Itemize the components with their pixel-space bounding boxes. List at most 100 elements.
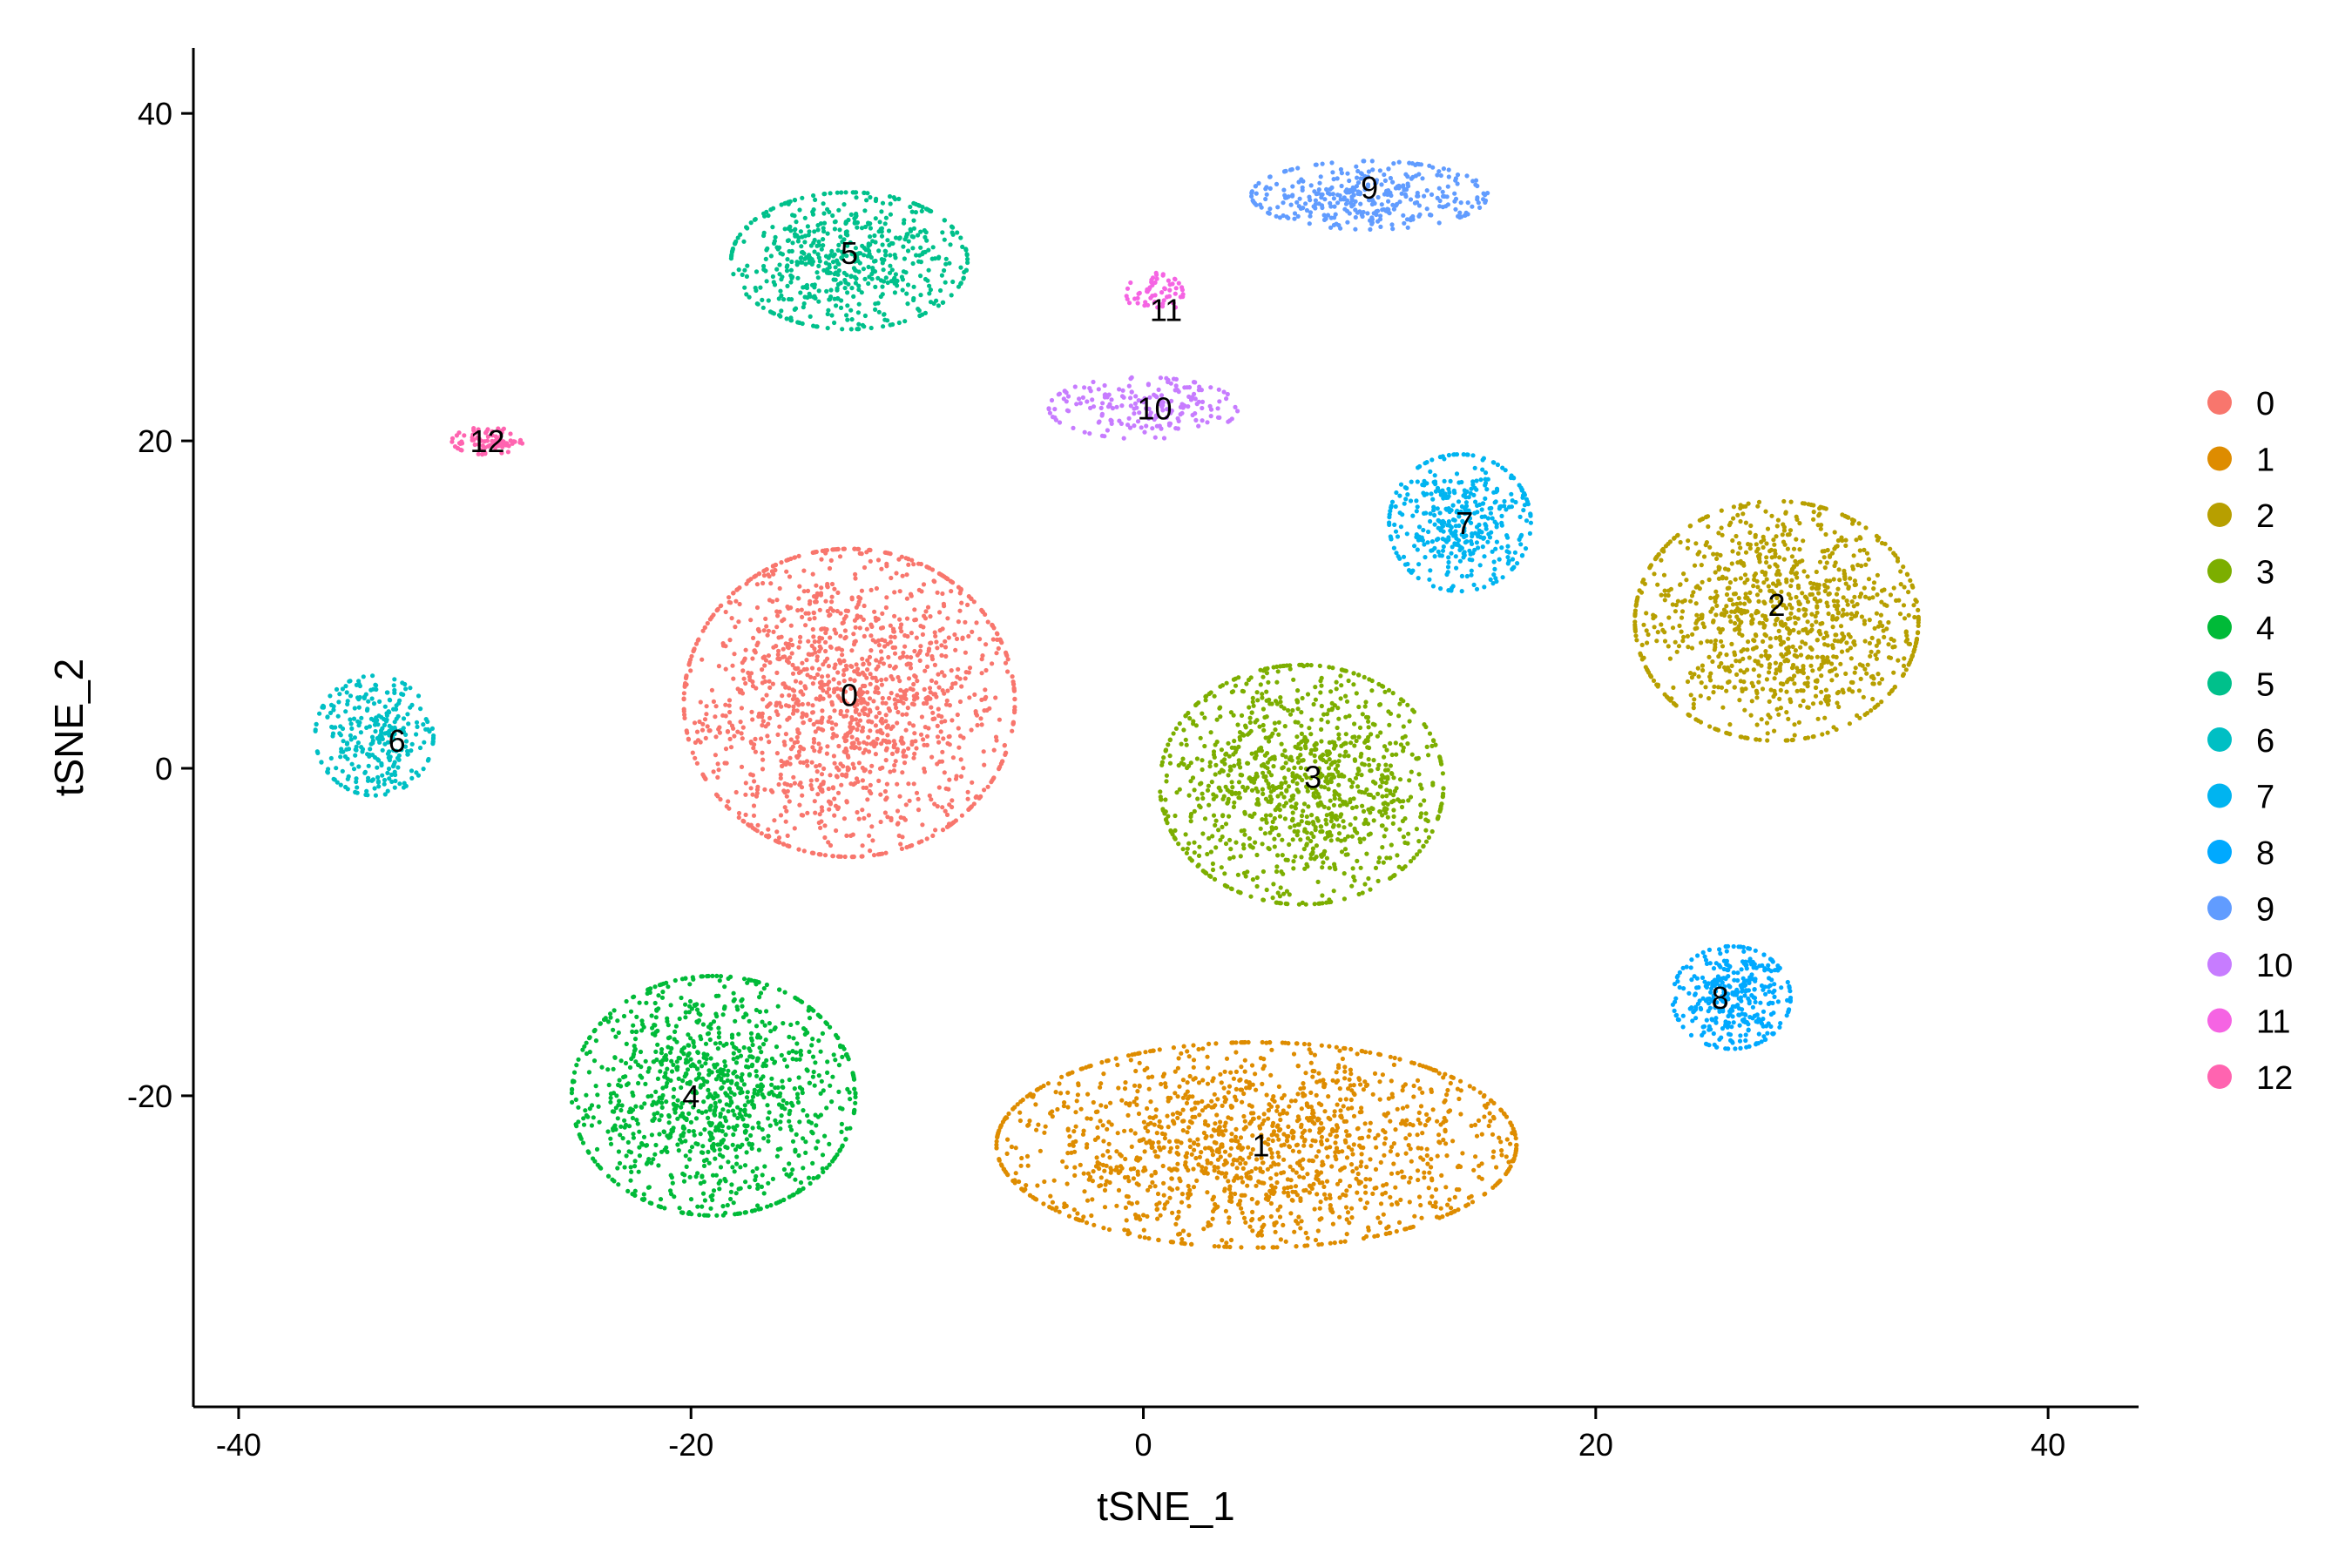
point (728, 745, 734, 750)
point (1692, 697, 1697, 702)
point (1868, 653, 1873, 659)
point (1254, 1087, 1259, 1092)
point (1255, 1245, 1260, 1250)
point (1689, 645, 1695, 651)
point (790, 687, 795, 693)
point (1688, 693, 1693, 698)
point (1274, 868, 1280, 875)
point (787, 693, 792, 698)
point (1368, 1120, 1373, 1125)
point (693, 641, 700, 646)
point (1180, 1128, 1186, 1133)
point (1825, 702, 1831, 707)
point (698, 700, 703, 705)
point (882, 810, 889, 815)
point (817, 635, 822, 640)
point (1647, 564, 1652, 570)
point (1051, 1178, 1057, 1183)
point (1839, 649, 1845, 654)
point (1777, 555, 1782, 560)
point (1806, 502, 1811, 507)
point (1338, 838, 1344, 843)
point (1276, 1154, 1281, 1159)
point (1339, 743, 1344, 749)
point (878, 730, 883, 735)
point (1358, 1145, 1363, 1150)
point (900, 654, 906, 659)
point (1004, 1151, 1010, 1156)
point (1796, 720, 1801, 725)
point (834, 722, 839, 727)
point (1888, 592, 1893, 598)
point (1790, 644, 1795, 650)
point (797, 584, 802, 589)
point (882, 550, 888, 555)
point (1233, 1134, 1239, 1139)
point (1382, 834, 1387, 839)
point (1774, 595, 1780, 601)
point (1213, 845, 1219, 850)
point (908, 666, 914, 671)
point (1370, 721, 1375, 727)
point (1348, 1097, 1354, 1103)
point (1384, 1181, 1389, 1187)
point (760, 723, 765, 728)
point (1761, 599, 1767, 605)
point (1175, 1094, 1180, 1099)
point (1199, 1150, 1204, 1155)
point (1764, 555, 1769, 560)
point (923, 616, 929, 621)
point (1740, 511, 1746, 517)
point (1410, 707, 1416, 713)
point (911, 681, 916, 687)
point (1010, 679, 1016, 685)
point (1233, 1098, 1239, 1103)
point (1736, 596, 1741, 601)
point (907, 798, 912, 803)
point (1352, 743, 1357, 748)
point (709, 614, 714, 620)
point (1272, 844, 1277, 849)
point (1334, 1146, 1339, 1151)
point (1168, 1240, 1173, 1245)
point (1776, 712, 1781, 717)
point (1845, 602, 1850, 607)
point (865, 658, 870, 663)
point (1186, 1125, 1192, 1130)
point (1269, 1047, 1274, 1052)
point (840, 620, 845, 626)
point (855, 727, 860, 733)
point (685, 730, 690, 735)
point (1886, 619, 1891, 625)
point (1824, 560, 1829, 565)
point (1266, 781, 1271, 787)
point (1107, 1179, 1112, 1186)
point (1798, 703, 1803, 708)
point (1411, 855, 1416, 861)
point (1122, 1086, 1128, 1092)
point (832, 796, 837, 801)
point (1163, 1085, 1168, 1090)
point (1711, 690, 1716, 695)
point (882, 788, 889, 794)
point (1402, 840, 1408, 846)
point (1074, 1098, 1079, 1104)
point (1362, 1184, 1368, 1189)
point (1217, 770, 1222, 775)
point (1403, 1151, 1409, 1156)
point (1122, 1175, 1128, 1180)
point (874, 666, 879, 672)
point (1847, 686, 1852, 692)
point (1254, 1157, 1260, 1162)
point (848, 781, 854, 787)
point (1132, 1083, 1138, 1088)
point (1742, 610, 1747, 615)
point (892, 634, 897, 640)
point (1443, 1098, 1448, 1103)
point (783, 819, 788, 824)
point (1345, 1210, 1351, 1215)
point (1187, 1144, 1193, 1150)
point (1254, 753, 1259, 758)
point (1124, 1193, 1129, 1199)
point (1361, 1236, 1367, 1241)
